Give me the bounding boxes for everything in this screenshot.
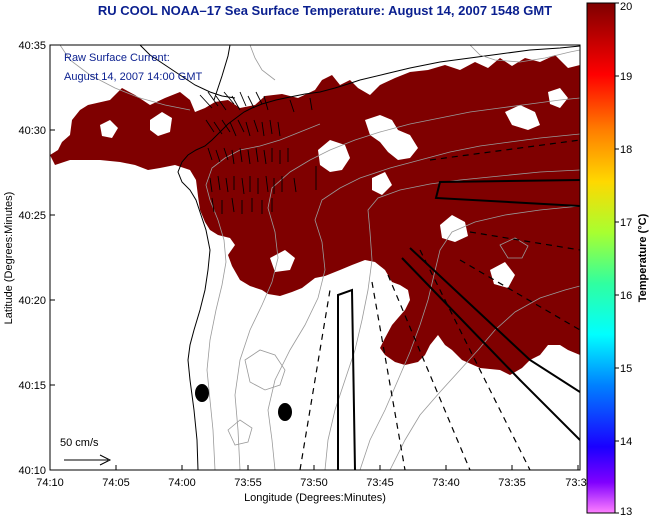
x-axis-label: Longitude (Degrees:Minutes) [244,492,386,504]
colorbar-tick-label: 15 [620,363,632,375]
x-tick-label: 73:40 [432,477,460,489]
map-title: RU COOL NOAA–17 Sea Surface Temperature:… [97,3,553,18]
scale-arrow-label: 50 cm/s [60,437,99,449]
x-tick-label: 73:50 [300,477,328,489]
buoy-marker [278,403,292,421]
colorbar-label: Temperature (°C) [637,213,649,302]
x-tick-label: 73:45 [366,477,394,489]
x-tick-label: 74:00 [168,477,196,489]
shipping-lanes [299,139,580,470]
colorbar-tick-label: 20 [620,1,632,13]
plot-frame [49,44,581,471]
y-tick-label: 40:20 [18,295,46,307]
sst-field [50,55,580,375]
x-tick-label: 74:10 [36,477,64,489]
x-tick-label: 73:55 [234,477,262,489]
x-tick-label: 73:35 [498,477,526,489]
y-tick-label: 40:35 [18,40,46,52]
y-tick-label: 40:25 [18,210,46,222]
surface-current-vectors [199,91,317,214]
y-tick-label: 40:15 [18,380,46,392]
y-axis-label: Latitude (Degrees:Minutes) [3,192,15,325]
scale-arrow [64,454,112,466]
annotation-line1: Raw Surface Current: [64,52,170,64]
colorbar-tick-label: 14 [620,436,632,448]
y-tick-label: 40:10 [18,465,46,477]
y-tick-label: 40:30 [18,125,46,137]
colorbar-tick-label: 17 [620,217,632,229]
colorbar [586,2,616,514]
colorbar-tick-label: 19 [620,71,632,83]
x-tick-label: 74:05 [102,477,130,489]
bathymetry-contours [59,45,580,470]
colorbar-tick-label: 18 [620,144,632,156]
x-tick-label: 73:3 [565,477,586,489]
colorbar-tick-label: 13 [620,506,632,518]
annotation-line2: August 14, 2007 14:00 GMT [64,71,202,83]
buoy-marker [195,384,209,402]
colorbar-tick-label: 16 [620,290,632,302]
coastline [177,123,229,470]
